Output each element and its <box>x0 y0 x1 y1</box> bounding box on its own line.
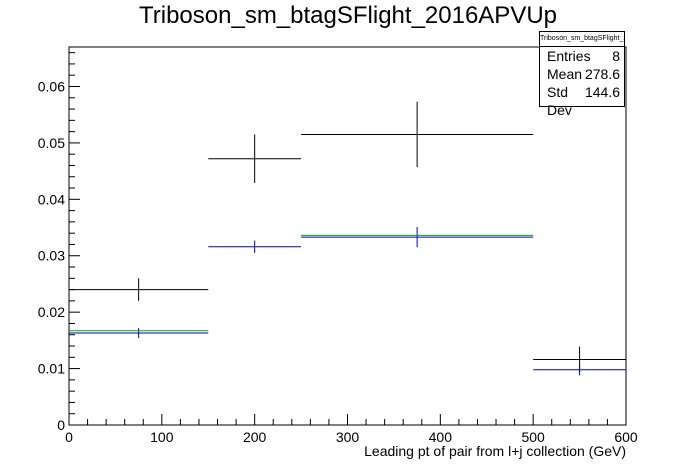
y-tick-label: 0.01 <box>38 361 65 377</box>
stats-row-entries: Entries 8 <box>540 47 624 65</box>
x-axis-label: Leading pt of pair from l+j collection (… <box>364 443 626 459</box>
series-2 <box>69 234 534 332</box>
y-tick-label: 0.04 <box>38 191 65 207</box>
y-tick-label: 0.05 <box>38 135 65 151</box>
chart-title: Triboson_sm_btagSFlight_2016APVUp <box>138 2 558 29</box>
stats-label: Mean <box>547 66 583 82</box>
x-tick-label: 600 <box>614 429 638 445</box>
stats-label: Entries <box>547 48 591 64</box>
stats-value: 8 <box>612 48 620 64</box>
stats-row-mean: Mean 278.6 <box>540 65 624 83</box>
x-tick-label: 300 <box>336 429 360 445</box>
x-tick-label: 500 <box>521 429 545 445</box>
x-tick-label: 0 <box>65 429 73 445</box>
stats-row-stddev: Std Dev 144.6 <box>540 83 624 118</box>
data-marks <box>69 101 626 376</box>
stats-value: 144.6 <box>584 84 620 100</box>
y-tick-label: 0.02 <box>38 304 65 320</box>
x-tick-label: 100 <box>150 429 174 445</box>
series-1 <box>69 226 626 376</box>
axes: 0 100 200 300 400 500 600 0 0.01 0.02 0.03 0.04 0.05… <box>38 46 638 445</box>
y-tick-label: 0 <box>57 417 65 433</box>
series-0 <box>69 101 626 373</box>
y-tick-label: 0.03 <box>38 248 65 264</box>
x-tick-label: 200 <box>243 429 267 445</box>
x-tick-label: 400 <box>429 429 453 445</box>
stats-label: Std Dev <box>547 84 572 118</box>
y-tick-label: 0.06 <box>38 78 65 94</box>
stats-value: 278.6 <box>584 66 620 82</box>
stats-box-title: Triboson_sm_btagSFlight_2016APVUp <box>540 32 624 47</box>
stats-box: Triboson_sm_btagSFlight_2016APVUp Entrie… <box>539 31 625 118</box>
